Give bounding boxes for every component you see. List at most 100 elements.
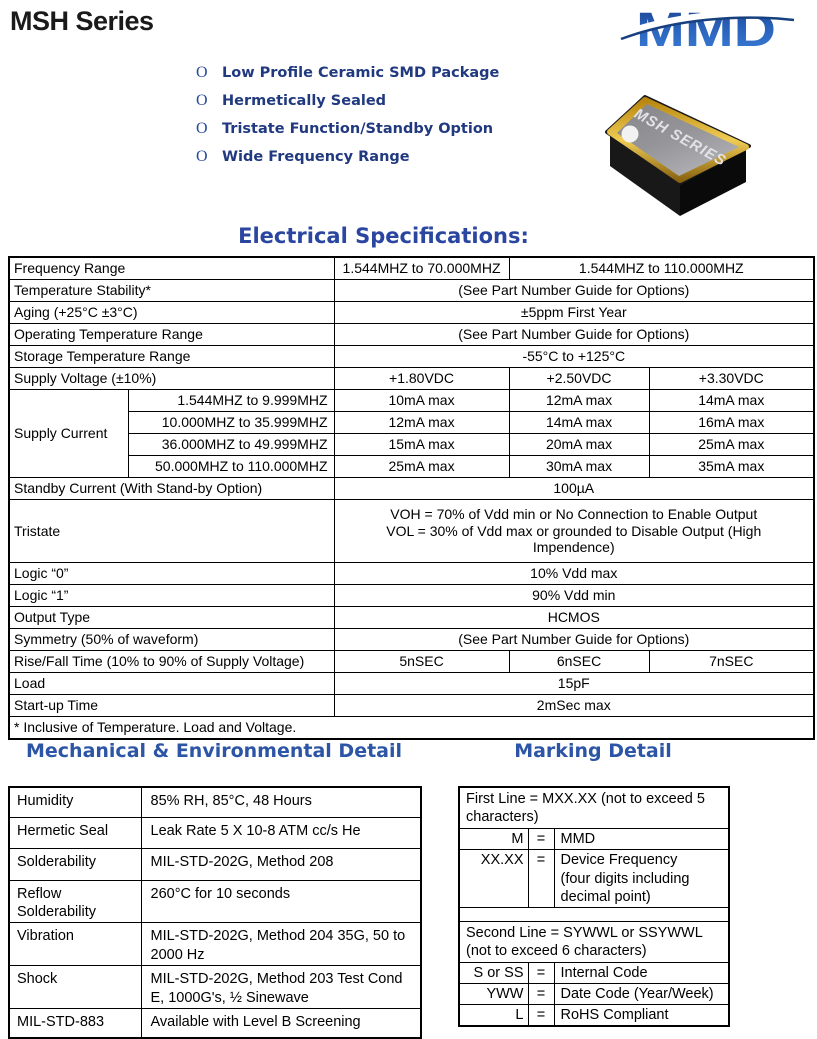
spec-value: 15pF <box>333 672 815 695</box>
table-row: Vibration MIL-STD-202G, Method 204 35G, … <box>8 922 422 966</box>
mech-label: MIL-STD-883 <box>8 1007 142 1039</box>
marking-section-header: Second Line = SYWWL or SSYWWL (not to ex… <box>458 920 730 964</box>
feature-item: O Wide Frequency Range <box>196 148 499 176</box>
spec-label: Tristate <box>8 499 335 563</box>
spec-sublabel: 1.544MHZ to 9.999MHZ <box>127 389 335 412</box>
table-row: Aging (+25°C ±3°C) ±5ppm First Year <box>8 301 815 324</box>
mech-label: Hermetic Seal <box>8 816 142 849</box>
mech-value: MIL-STD-202G, Method 208 <box>140 847 422 881</box>
spec-value: 1.544MHZ to 110.000MHZ <box>508 256 815 280</box>
table-row: Logic “1” 90% Vdd min <box>8 584 815 607</box>
table-row: Symmetry (50% of waveform) (See Part Num… <box>8 628 815 651</box>
bullet-o-icon: O <box>196 120 208 137</box>
mechanical-heading: Mechanical & Environmental Detail <box>25 740 403 762</box>
marking-desc: Internal Code <box>553 961 730 985</box>
spec-label: Rise/Fall Time (10% to 90% of Supply Vol… <box>8 650 335 673</box>
table-row: L = RoHS Compliant <box>458 1004 730 1027</box>
spec-label: Temperature Stability* <box>8 279 335 302</box>
marking-code: S or SS <box>458 961 529 985</box>
marking-desc: Date Code (Year/Week) <box>553 983 730 1006</box>
marking-section-header: First Line = MXX.XX (not to exceed 5 cha… <box>458 786 730 830</box>
mech-label: Humidity <box>8 786 142 818</box>
spec-value: 20mA max <box>508 433 650 456</box>
table-row: Standby Current (With Stand-by Option) 1… <box>8 477 815 500</box>
feature-label: Wide Frequency Range <box>222 149 410 165</box>
spec-value: 25mA max <box>333 455 510 478</box>
table-row: Reflow Solderability 260°C for 10 second… <box>8 879 422 924</box>
spec-value: 1.544MHZ to 70.000MHZ <box>333 256 510 280</box>
marking-code: L <box>458 1004 529 1027</box>
spec-label: Load <box>8 672 335 695</box>
spec-label: Storage Temperature Range <box>8 345 335 368</box>
spec-label: Frequency Range <box>8 256 335 280</box>
spec-value: 14mA max <box>508 411 650 434</box>
package-left-face <box>610 132 680 216</box>
spec-label: Logic “1” <box>8 584 335 607</box>
spec-value: 14mA max <box>648 389 815 412</box>
electrical-heading: Electrical Specifications: <box>238 224 529 248</box>
spec-value: 10mA max <box>333 389 510 412</box>
table-row: XX.XX = Device Frequency (four digits in… <box>458 849 730 908</box>
mech-value: 85% RH, 85°C, 48 Hours <box>140 786 422 818</box>
spec-value: 30mA max <box>508 455 650 478</box>
table-row: YWW = Date Code (Year/Week) <box>458 983 730 1006</box>
pin1-dot <box>621 125 639 143</box>
table-row: Rise/Fall Time (10% to 90% of Supply Vol… <box>8 650 815 673</box>
table-row: Supply Current 1.544MHZ to 9.999MHZ 10mA… <box>8 389 815 478</box>
spec-label: Output Type <box>8 606 335 629</box>
spec-value: 90% Vdd min <box>333 584 815 607</box>
table-row: M = MMD <box>458 828 730 851</box>
marking-code: XX.XX <box>458 849 529 908</box>
spec-value: HCMOS <box>333 606 815 629</box>
table-row: Operating Temperature Range (See Part Nu… <box>8 323 815 346</box>
spec-value: 25mA max <box>648 433 815 456</box>
page-title: MSH Series <box>10 6 154 36</box>
spec-sublabel: 10.000MHZ to 35.999MHZ <box>127 411 335 434</box>
equals-sign: = <box>527 983 555 1006</box>
mechanical-table: Humidity 85% RH, 85°C, 48 Hours Hermetic… <box>8 786 422 1039</box>
spec-value: 15mA max <box>333 433 510 456</box>
spec-value: +1.80VDC <box>333 367 510 390</box>
package-front-face <box>680 148 746 216</box>
spec-value: 7nSEC <box>648 650 815 673</box>
spec-value: 10% Vdd max <box>333 562 815 585</box>
table-row: Solderability MIL-STD-202G, Method 208 <box>8 847 422 881</box>
table-row: Storage Temperature Range -55°C to +125°… <box>8 345 815 368</box>
table-row: Output Type HCMOS <box>8 606 815 629</box>
logo-swoosh-band <box>620 10 797 39</box>
feature-label: Hermetically Sealed <box>222 93 387 109</box>
spec-value: (See Part Number Guide for Options) <box>333 279 815 302</box>
bullet-o-icon: O <box>196 92 208 109</box>
equals-sign: = <box>527 828 555 851</box>
mech-value: Leak Rate 5 X 10-8 ATM cc/s He <box>140 816 422 849</box>
marking-code: M <box>458 828 529 851</box>
spacer-row <box>459 906 730 922</box>
spec-value: (See Part Number Guide for Options) <box>333 323 815 346</box>
spec-value: 35mA max <box>648 455 815 478</box>
feature-list: O Low Profile Ceramic SMD Package O Herm… <box>196 64 499 176</box>
table-row: Load 15pF <box>8 672 815 695</box>
marking-code: YWW <box>458 983 529 1006</box>
marking-desc: Device Frequency (four digits including … <box>553 849 730 908</box>
spec-value: +2.50VDC <box>508 367 650 390</box>
marking-heading: Marking Detail <box>514 740 672 762</box>
spec-value: 2mSec max <box>333 694 815 717</box>
marking-desc: RoHS Compliant <box>553 1004 730 1027</box>
spec-label: Start-up Time <box>8 694 335 717</box>
spec-label: Aging (+25°C ±3°C) <box>8 301 335 324</box>
spec-label: Supply Voltage (±10%) <box>8 367 335 390</box>
feature-item: O Tristate Function/Standby Option <box>196 120 499 148</box>
spacer-cell <box>459 906 730 922</box>
product-photo: MSH SERIES <box>605 95 751 216</box>
mech-value: Available with Level B Screening <box>140 1007 422 1039</box>
spec-value: 16mA max <box>648 411 815 434</box>
feature-label: Tristate Function/Standby Option <box>222 121 494 137</box>
equals-sign: = <box>527 961 555 985</box>
table-row: 36.000MHZ to 49.999MHZ 15mA max 20mA max… <box>9 433 815 456</box>
mech-label: Solderability <box>8 847 142 881</box>
package-top-face <box>617 104 739 176</box>
mech-label: Vibration <box>8 922 142 966</box>
mech-label: Reflow Solderability <box>8 879 142 924</box>
spec-label: Standby Current (With Stand-by Option) <box>8 477 335 500</box>
feature-item: O Low Profile Ceramic SMD Package <box>196 64 499 92</box>
